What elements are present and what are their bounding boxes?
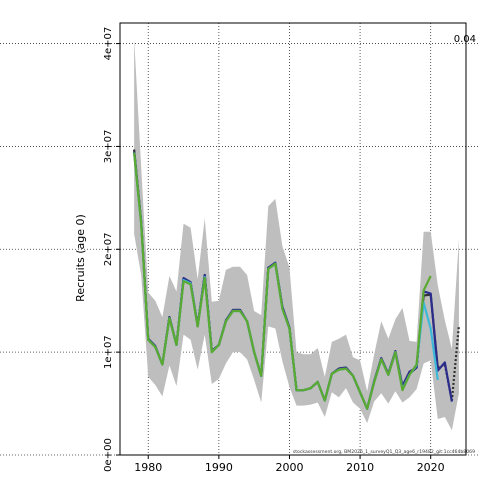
y-tick-label: 0e+00 [103, 438, 114, 472]
x-tick-label: 1980 [134, 461, 162, 474]
series-layer [133, 149, 461, 410]
y-tick-label: 1e+07 [103, 335, 114, 369]
y-tick-label: 4e+07 [103, 27, 114, 61]
confidence-band-layer [134, 38, 459, 431]
axes: 1980 1990 2000 2010 2020 0e+00 1e+07 2e+07 3e+07… [103, 27, 445, 474]
y-axis-label: Recruits (age 0) [74, 214, 87, 302]
y-tick-label: 3e+07 [103, 130, 114, 164]
source-footnote: stockassessment.org, BM2026_1_surveyQ1_Q… [293, 449, 475, 455]
x-tick-label: 2010 [346, 461, 374, 474]
plot-frame [119, 22, 467, 456]
x-tick-label: 1990 [205, 461, 233, 474]
confidence-band [134, 38, 459, 431]
corner-value-label: 0.04 [454, 34, 476, 45]
y-tick-label: 2e+07 [103, 232, 114, 266]
series-4 [133, 152, 432, 410]
series-line [133, 152, 432, 410]
x-tick-label: 2020 [417, 461, 445, 474]
x-tick-label: 2000 [275, 461, 303, 474]
